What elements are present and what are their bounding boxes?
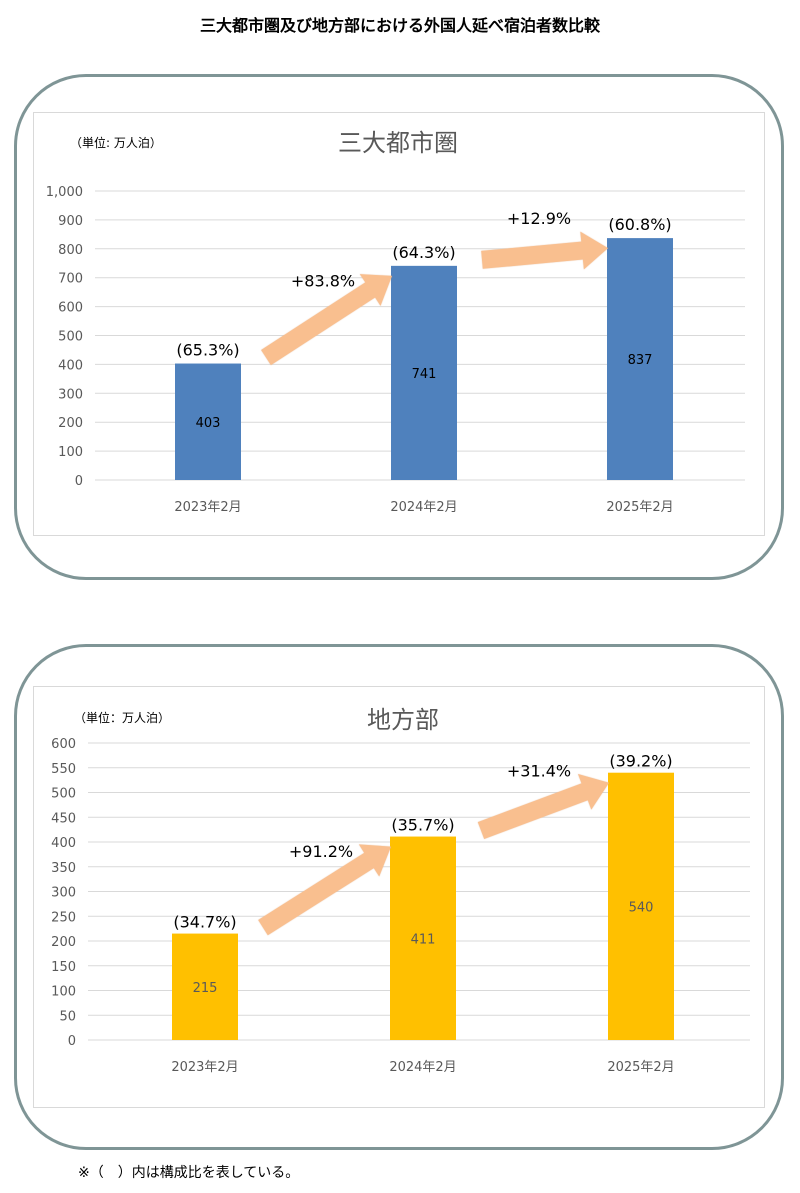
chart-title: 地方部 (367, 706, 439, 734)
bar-value-label: 215 (193, 981, 218, 996)
category-label: 2023年2月 (174, 500, 241, 515)
bar-value-label: 403 (196, 416, 221, 431)
chart-regional: （単位：万人泊） 地方部 0 50 100 150 200 250 300 350 400 450 50… (51, 706, 750, 1075)
y-tick-label: 550 (51, 762, 76, 777)
chart-title: 三大都市圏 (338, 129, 458, 157)
category-label: 2023年2月 (171, 1060, 238, 1075)
y-tick-label: 300 (58, 387, 83, 402)
y-tick-label: 400 (51, 836, 76, 851)
category-label: 2025年2月 (607, 1060, 674, 1075)
y-tick-label: 700 (58, 272, 83, 287)
share-label: (35.7%) (391, 816, 454, 835)
unit-label: （単位: 万人泊） (70, 135, 162, 150)
y-tick-label: 500 (51, 787, 76, 802)
bar (390, 836, 456, 1040)
share-label: (34.7%) (173, 913, 236, 932)
bar (608, 772, 674, 1040)
bar-value-label: 837 (628, 353, 653, 368)
category-label: 2025年2月 (606, 500, 673, 515)
share-label: (64.3%) (392, 243, 455, 262)
unit-label: （単位：万人泊） (74, 710, 170, 725)
growth-label: +12.9% (507, 209, 571, 228)
growth-arrow (477, 774, 609, 839)
bar-value-label: 411 (411, 932, 436, 947)
footnote: ※（ ）内は構成比を表している。 (78, 1165, 300, 1181)
bar (607, 238, 673, 480)
growth-label: +91.2% (289, 842, 353, 861)
share-label: (60.8%) (608, 215, 671, 234)
page-title: 三大都市圏及び地方部における外国人延べ宿泊者数比較 (199, 16, 600, 35)
y-tick-label: 400 (58, 358, 83, 373)
y-tick-label: 200 (51, 935, 76, 950)
y-tick-label: 450 (51, 811, 76, 826)
bar-value-label: 540 (629, 900, 654, 915)
growth-label: +83.8% (291, 272, 355, 291)
share-label: (65.3%) (176, 341, 239, 360)
y-tick-label: 350 (51, 861, 76, 876)
y-tick-label: 300 (51, 886, 76, 901)
y-tick-label: 1,000 (46, 185, 83, 200)
y-tick-label: 500 (58, 330, 83, 345)
chart-metro: （単位: 万人泊） 三大都市圏 0 100 200 300 400 500 600 700 800 9… (46, 129, 745, 515)
growth-arrow (258, 844, 391, 936)
bar (391, 265, 457, 480)
category-label: 2024年2月 (390, 500, 457, 515)
y-tick-label: 0 (75, 474, 83, 489)
bar (172, 933, 238, 1040)
growth-label: +31.4% (507, 762, 571, 781)
y-tick-label: 250 (51, 910, 76, 925)
bar (175, 363, 241, 480)
category-label: 2024年2月 (389, 1060, 456, 1075)
y-tick-label: 0 (68, 1034, 76, 1049)
y-tick-label: 100 (58, 445, 83, 460)
y-tick-label: 200 (58, 416, 83, 431)
bar-value-label: 741 (412, 367, 437, 382)
y-tick-label: 150 (51, 960, 76, 975)
y-tick-label: 50 (59, 1009, 76, 1024)
y-tick-label: 800 (58, 243, 83, 258)
growth-arrow (481, 231, 608, 270)
y-tick-label: 600 (58, 301, 83, 316)
y-tick-label: 100 (51, 985, 76, 1000)
y-tick-label: 600 (51, 737, 76, 752)
share-label: (39.2%) (609, 752, 672, 771)
y-tick-label: 900 (58, 214, 83, 229)
growth-arrow (261, 274, 392, 366)
